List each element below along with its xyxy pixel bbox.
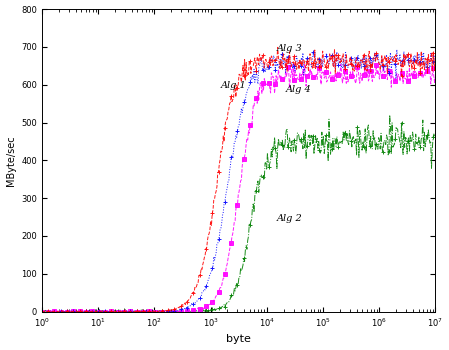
Alg 3 — [40, 309, 45, 314]
Alg 1 — [275, 45, 280, 49]
Line: Alg 1: Alg 1 — [40, 45, 437, 314]
Y-axis label: MByte/sec: MByte/sec — [5, 135, 16, 186]
Alg 4 — [291, 61, 296, 65]
Line: Alg 3: Alg 3 — [40, 48, 437, 314]
Alg 1 — [252, 56, 258, 60]
Alg 2 — [227, 298, 232, 302]
Alg 2 — [39, 309, 44, 314]
Alg 2 — [40, 309, 45, 314]
Alg 1 — [226, 107, 232, 112]
Alg 1 — [424, 57, 429, 62]
X-axis label: byte: byte — [226, 335, 251, 344]
Alg 1 — [39, 309, 44, 314]
Text: Alg 1: Alg 1 — [220, 82, 246, 91]
Line: Alg 2: Alg 2 — [40, 113, 437, 314]
Line: Alg 4: Alg 4 — [40, 61, 437, 314]
Alg 4 — [39, 309, 44, 314]
Text: Alg 2: Alg 2 — [277, 214, 303, 223]
Alg 3 — [362, 66, 368, 71]
Alg 4 — [273, 74, 279, 78]
Alg 3 — [227, 169, 232, 173]
Alg 3 — [274, 64, 280, 68]
Alg 1 — [229, 93, 234, 98]
Alg 2 — [433, 134, 438, 139]
Alg 4 — [252, 98, 258, 102]
Alg 3 — [425, 59, 430, 63]
Alg 4 — [433, 74, 438, 78]
Alg 4 — [229, 241, 234, 245]
Text: Alg 3: Alg 3 — [277, 44, 303, 52]
Alg 2 — [274, 167, 280, 171]
Alg 3 — [253, 74, 258, 78]
Alg 3 — [229, 156, 235, 160]
Alg 2 — [253, 189, 258, 193]
Alg 2 — [229, 295, 235, 299]
Alg 1 — [433, 52, 438, 57]
Alg 3 — [394, 48, 400, 52]
Alg 3 — [433, 62, 438, 66]
Alg 4 — [362, 71, 368, 75]
Alg 4 — [424, 69, 429, 73]
Alg 3 — [39, 309, 44, 314]
Alg 2 — [425, 137, 430, 141]
Alg 2 — [387, 113, 392, 117]
Alg 2 — [362, 127, 368, 131]
Text: Alg 4: Alg 4 — [286, 85, 312, 94]
Alg 4 — [226, 253, 232, 257]
Alg 1 — [273, 56, 279, 61]
Alg 1 — [362, 68, 368, 72]
